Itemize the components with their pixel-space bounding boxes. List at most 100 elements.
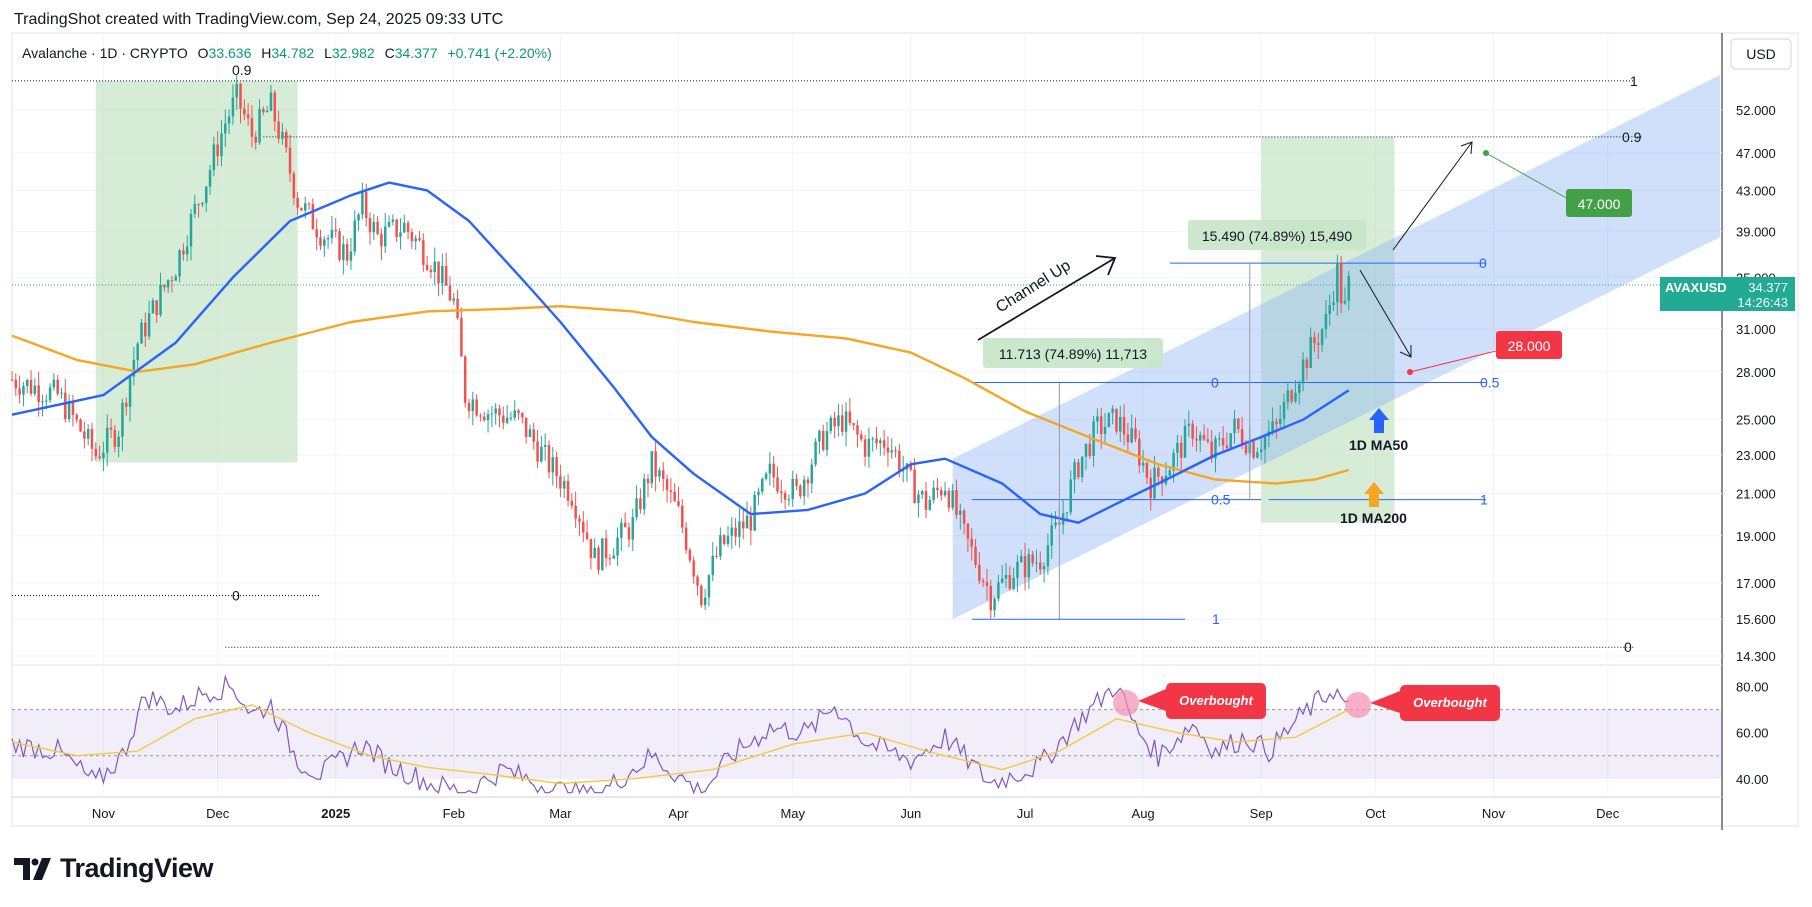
candle bbox=[684, 522, 688, 554]
candle-body bbox=[1054, 522, 1057, 526]
candle-body bbox=[1008, 574, 1012, 589]
candle bbox=[52, 373, 56, 391]
candle-body bbox=[456, 298, 459, 318]
candle bbox=[67, 394, 71, 423]
candle-body bbox=[437, 261, 440, 284]
candle-body bbox=[220, 133, 223, 157]
candle-body bbox=[532, 429, 536, 442]
candle bbox=[642, 473, 646, 516]
candle bbox=[467, 398, 471, 419]
candle bbox=[1336, 254, 1339, 316]
candle bbox=[494, 403, 497, 425]
candle-body bbox=[338, 231, 341, 260]
candle-body bbox=[799, 485, 802, 497]
candle bbox=[452, 293, 456, 306]
candle-body bbox=[1301, 359, 1305, 384]
candle-body bbox=[60, 392, 63, 394]
candle bbox=[1126, 422, 1130, 454]
candle-body bbox=[1050, 525, 1053, 546]
candle bbox=[48, 383, 52, 403]
candle bbox=[147, 300, 151, 340]
price-tick-label: 31.000 bbox=[1736, 322, 1776, 337]
candle bbox=[856, 420, 859, 448]
candle bbox=[631, 508, 635, 552]
candle-body bbox=[471, 399, 475, 412]
candle-body bbox=[1240, 429, 1244, 445]
candle-body bbox=[1065, 512, 1069, 514]
target-up-box bbox=[1566, 189, 1632, 217]
candle bbox=[235, 74, 238, 110]
candle-body bbox=[140, 322, 143, 344]
candle-body bbox=[521, 413, 524, 418]
candle-body bbox=[467, 402, 471, 412]
legend-change: +0.741 (+2.20%) bbox=[447, 45, 551, 61]
candle bbox=[917, 490, 920, 518]
candle-body bbox=[345, 244, 349, 261]
candle-body bbox=[604, 538, 608, 559]
candle-body bbox=[14, 379, 18, 389]
candle-body bbox=[486, 413, 490, 421]
candle-body bbox=[1195, 438, 1198, 441]
candle-body bbox=[890, 450, 894, 453]
time-tick-label: Dec bbox=[206, 806, 230, 821]
candle bbox=[372, 214, 376, 241]
candle-body bbox=[342, 244, 345, 260]
candle-body bbox=[1343, 300, 1347, 304]
candle-body bbox=[273, 92, 277, 122]
candle-body bbox=[1099, 416, 1103, 434]
candle bbox=[837, 403, 840, 437]
candle-body bbox=[1073, 462, 1076, 480]
candle bbox=[536, 430, 539, 468]
candle bbox=[349, 238, 353, 270]
candle-body bbox=[391, 219, 395, 222]
candle-body bbox=[52, 379, 56, 388]
candle bbox=[562, 475, 566, 498]
candle bbox=[1004, 562, 1008, 588]
candle-body bbox=[1141, 462, 1145, 466]
candle bbox=[1313, 331, 1316, 352]
candle bbox=[403, 214, 406, 234]
candle-body bbox=[33, 385, 37, 394]
candle-body bbox=[269, 92, 273, 111]
candle-body bbox=[543, 444, 547, 447]
candle bbox=[818, 429, 821, 454]
candle-body bbox=[848, 411, 852, 424]
currency-button[interactable] bbox=[1730, 38, 1792, 70]
candle-body bbox=[490, 413, 494, 415]
candle-body bbox=[1263, 436, 1267, 450]
candle bbox=[658, 467, 661, 482]
candle bbox=[208, 164, 212, 195]
candle-body bbox=[703, 597, 707, 606]
candle bbox=[1019, 549, 1023, 563]
candle-body bbox=[833, 417, 836, 427]
currency-label[interactable]: USD bbox=[1746, 46, 1776, 62]
candle bbox=[582, 511, 585, 543]
candle bbox=[1111, 405, 1114, 425]
candle bbox=[936, 477, 939, 499]
candle-body bbox=[719, 535, 722, 557]
candle-body bbox=[105, 427, 109, 453]
candle bbox=[1039, 551, 1042, 575]
candle-body bbox=[665, 478, 669, 491]
candle-body bbox=[875, 438, 878, 444]
candle-body bbox=[1153, 467, 1156, 499]
candle-body bbox=[578, 518, 581, 522]
candle bbox=[570, 493, 574, 510]
candle bbox=[1042, 562, 1046, 583]
candle bbox=[414, 235, 417, 251]
candle-body bbox=[1119, 416, 1122, 432]
candle-body bbox=[185, 246, 189, 255]
candle bbox=[734, 517, 737, 546]
candle bbox=[1317, 332, 1320, 359]
candle bbox=[635, 485, 638, 521]
candle-body bbox=[920, 491, 924, 495]
candle bbox=[14, 373, 18, 396]
candle bbox=[22, 381, 25, 407]
candle-body bbox=[452, 298, 456, 301]
candle-body bbox=[661, 470, 665, 479]
candle bbox=[1008, 566, 1012, 591]
candle-body bbox=[517, 410, 520, 414]
candle-body bbox=[1019, 556, 1023, 562]
candle bbox=[1282, 393, 1286, 430]
candle bbox=[715, 546, 718, 559]
